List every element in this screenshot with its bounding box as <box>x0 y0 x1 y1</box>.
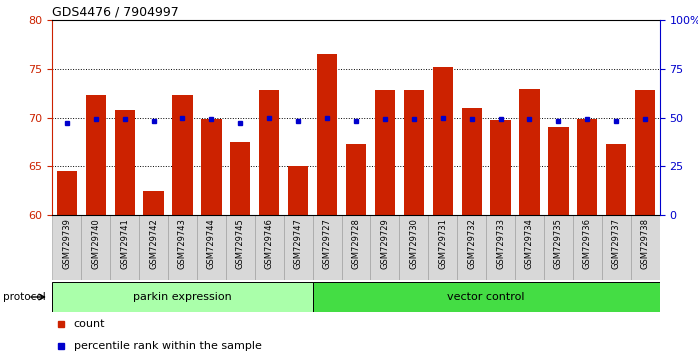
Bar <box>577 119 597 215</box>
FancyBboxPatch shape <box>313 215 341 280</box>
FancyBboxPatch shape <box>110 215 139 280</box>
FancyBboxPatch shape <box>486 215 515 280</box>
Text: GSM729732: GSM729732 <box>467 218 476 269</box>
Bar <box>433 67 453 215</box>
Text: GSM729744: GSM729744 <box>207 218 216 269</box>
Text: vector control: vector control <box>447 292 525 302</box>
FancyBboxPatch shape <box>52 282 313 312</box>
Text: GSM729733: GSM729733 <box>496 218 505 269</box>
FancyBboxPatch shape <box>341 215 371 280</box>
FancyBboxPatch shape <box>573 215 602 280</box>
FancyBboxPatch shape <box>226 215 255 280</box>
Text: GSM729728: GSM729728 <box>352 218 360 269</box>
Bar <box>519 89 540 215</box>
Text: count: count <box>73 319 105 329</box>
Bar <box>317 54 337 215</box>
Bar <box>606 144 626 215</box>
Text: GSM729736: GSM729736 <box>583 218 592 269</box>
FancyBboxPatch shape <box>429 215 457 280</box>
Bar <box>144 190 163 215</box>
Text: parkin expression: parkin expression <box>133 292 232 302</box>
Bar <box>288 166 309 215</box>
Bar <box>461 108 482 215</box>
Text: GSM729734: GSM729734 <box>525 218 534 269</box>
Text: GDS4476 / 7904997: GDS4476 / 7904997 <box>52 6 179 19</box>
Bar <box>86 95 106 215</box>
Bar <box>548 127 568 215</box>
Text: protocol: protocol <box>3 292 46 302</box>
FancyBboxPatch shape <box>544 215 573 280</box>
FancyBboxPatch shape <box>631 215 660 280</box>
FancyBboxPatch shape <box>168 215 197 280</box>
Text: GSM729731: GSM729731 <box>438 218 447 269</box>
Text: GSM729746: GSM729746 <box>265 218 274 269</box>
Bar <box>201 119 221 215</box>
FancyBboxPatch shape <box>602 215 631 280</box>
Bar <box>635 90 655 215</box>
Text: GSM729735: GSM729735 <box>554 218 563 269</box>
Bar <box>114 110 135 215</box>
Text: GSM729729: GSM729729 <box>380 218 389 269</box>
FancyBboxPatch shape <box>139 215 168 280</box>
FancyBboxPatch shape <box>52 215 81 280</box>
FancyBboxPatch shape <box>515 215 544 280</box>
FancyBboxPatch shape <box>457 215 486 280</box>
Text: GSM729737: GSM729737 <box>611 218 621 269</box>
Bar <box>346 144 366 215</box>
Text: GSM729743: GSM729743 <box>178 218 187 269</box>
Text: GSM729741: GSM729741 <box>120 218 129 269</box>
FancyBboxPatch shape <box>313 282 660 312</box>
FancyBboxPatch shape <box>255 215 283 280</box>
Bar <box>57 171 77 215</box>
Text: GSM729740: GSM729740 <box>91 218 101 269</box>
FancyBboxPatch shape <box>399 215 429 280</box>
Text: GSM729739: GSM729739 <box>62 218 71 269</box>
FancyBboxPatch shape <box>371 215 399 280</box>
FancyBboxPatch shape <box>81 215 110 280</box>
Bar <box>491 120 511 215</box>
Text: GSM729742: GSM729742 <box>149 218 158 269</box>
Text: GSM729747: GSM729747 <box>294 218 303 269</box>
Text: GSM729727: GSM729727 <box>322 218 332 269</box>
Bar <box>403 90 424 215</box>
Bar <box>375 90 395 215</box>
Text: percentile rank within the sample: percentile rank within the sample <box>73 341 262 351</box>
FancyBboxPatch shape <box>197 215 226 280</box>
Bar <box>230 142 251 215</box>
Text: GSM729738: GSM729738 <box>641 218 650 269</box>
Bar <box>172 95 193 215</box>
FancyBboxPatch shape <box>283 215 313 280</box>
Text: GSM729730: GSM729730 <box>409 218 418 269</box>
Text: GSM729745: GSM729745 <box>236 218 245 269</box>
Bar <box>259 90 279 215</box>
